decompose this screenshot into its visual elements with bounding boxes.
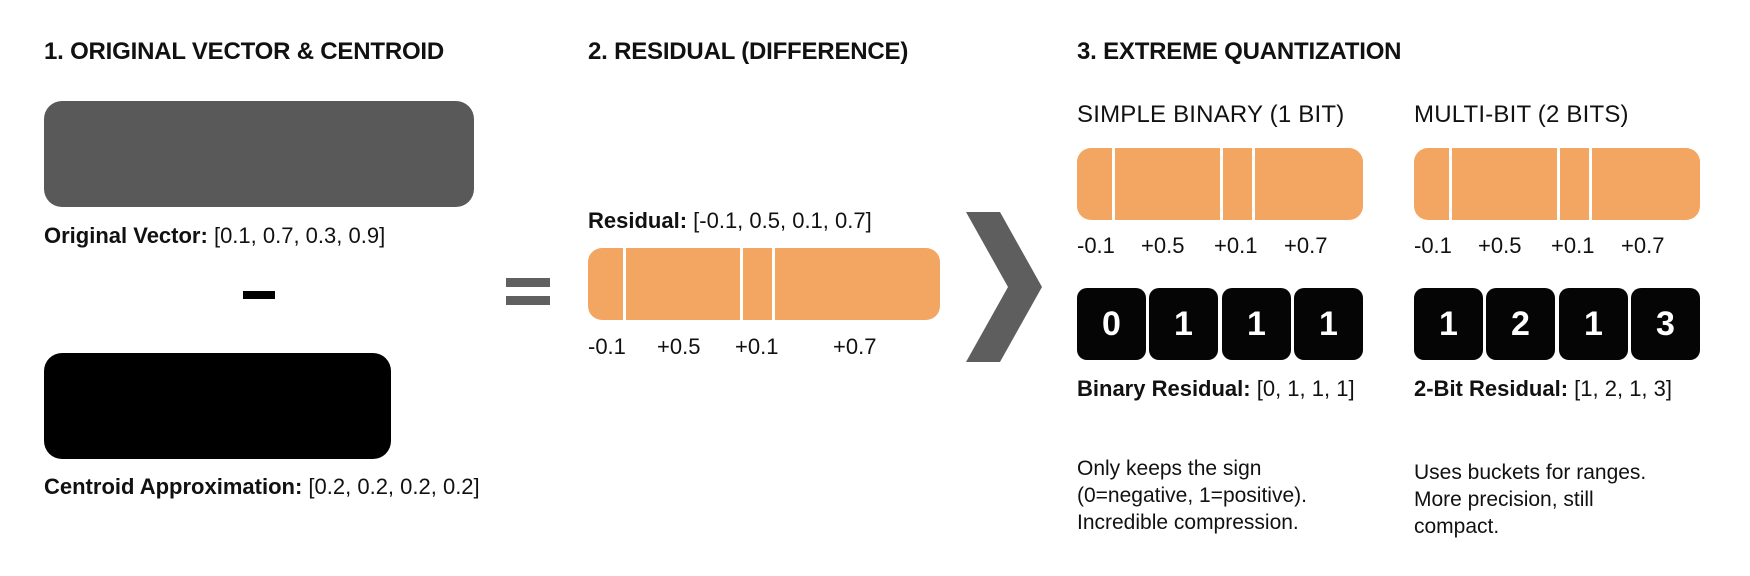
multibit-subtitle: MULTI-BIT (2 BITS) [1414,101,1629,128]
binary-description: Only keeps the sign (0=negative, 1=posit… [1077,455,1307,536]
binary-bit-box: 0 [1077,288,1146,360]
residual-tick: -0.1 [588,334,626,359]
binary-result-caption: Binary Residual: [0, 1, 1, 1] [1077,376,1355,402]
residual-bar [588,248,940,320]
residual-label: Residual: [588,208,688,233]
residual-tick: +0.1 [735,334,779,359]
multibit-result-label: 2-Bit Residual: [1414,376,1569,401]
binary-result-label: Binary Residual: [1077,376,1251,401]
binary-bit-box: 1 [1222,288,1291,360]
multibit-description-line: compact. [1414,515,1500,538]
equals-icon [506,278,550,287]
binary-tick: +0.1 [1214,233,1258,258]
original-vector-values: [0.1, 0.7, 0.3, 0.9] [213,223,386,248]
multibit-tick: +0.5 [1478,233,1522,258]
binary-tick: -0.1 [1077,233,1115,258]
residual-values: [-0.1, 0.5, 0.1, 0.7] [693,208,872,233]
binary-residual-bar [1077,148,1363,220]
original-vector-caption: Original Vector: [0.1, 0.7, 0.3, 0.9] [44,223,385,249]
binary-tick: +0.7 [1284,233,1328,258]
binary-tick: +0.5 [1141,233,1185,258]
equals-icon-lower [506,296,550,305]
multibit-bit-box: 3 [1631,288,1700,360]
residual-caption: Residual: [-0.1, 0.5, 0.1, 0.7] [588,208,872,234]
binary-segment-divider [1252,148,1255,220]
multibit-segment-divider [1589,148,1592,220]
binary-bit-box: 1 [1149,288,1218,360]
binary-subtitle: SIMPLE BINARY (1 BIT) [1077,101,1345,128]
binary-description-line: Only keeps the sign [1077,457,1262,480]
centroid-caption: Centroid Approximation: [0.2, 0.2, 0.2, … [44,474,480,500]
binary-description-line: (0=negative, 1=positive). [1077,484,1307,507]
centroid-label: Centroid Approximation: [44,474,303,499]
binary-description-line: Incredible compression. [1077,511,1299,534]
section1-title: 1. ORIGINAL VECTOR & CENTROID [44,38,445,65]
multibit-result-values: [1, 2, 1, 3] [1574,376,1672,401]
section3-title: 3. EXTREME QUANTIZATION [1077,38,1402,65]
centroid-block [44,353,391,459]
chevron-right-icon [966,212,1042,362]
residual-segment-divider [772,248,775,320]
residual-segment-divider [623,248,626,320]
original-vector-block [44,101,474,207]
residual-tick: +0.5 [657,334,701,359]
binary-result-values: [0, 1, 1, 1] [1256,376,1355,401]
multibit-bit-box: 2 [1486,288,1555,360]
multibit-segment-divider [1449,148,1452,220]
multibit-segment-divider [1557,148,1560,220]
multibit-description-line: More precision, still [1414,488,1594,511]
multibit-tick: +0.7 [1621,233,1665,258]
multibit-residual-bar [1414,148,1700,220]
multibit-bit-box: 1 [1414,288,1483,360]
multibit-tick: +0.1 [1551,233,1595,258]
section2-title: 2. RESIDUAL (DIFFERENCE) [588,38,909,65]
residual-segment-divider [740,248,743,320]
binary-segment-divider [1220,148,1223,220]
multibit-result-caption: 2-Bit Residual: [1, 2, 1, 3] [1414,376,1672,402]
multibit-bit-box: 1 [1559,288,1628,360]
original-vector-label: Original Vector: [44,223,208,248]
multibit-description-line: Uses buckets for ranges. [1414,461,1647,484]
binary-bit-box: 1 [1294,288,1363,360]
residual-tick: +0.7 [833,334,877,359]
centroid-values: [0.2, 0.2, 0.2, 0.2] [308,474,480,499]
multibit-description: Uses buckets for ranges. More precision,… [1414,459,1646,540]
binary-segment-divider [1112,148,1115,220]
minus-icon [243,291,275,299]
multibit-tick: -0.1 [1414,233,1452,258]
